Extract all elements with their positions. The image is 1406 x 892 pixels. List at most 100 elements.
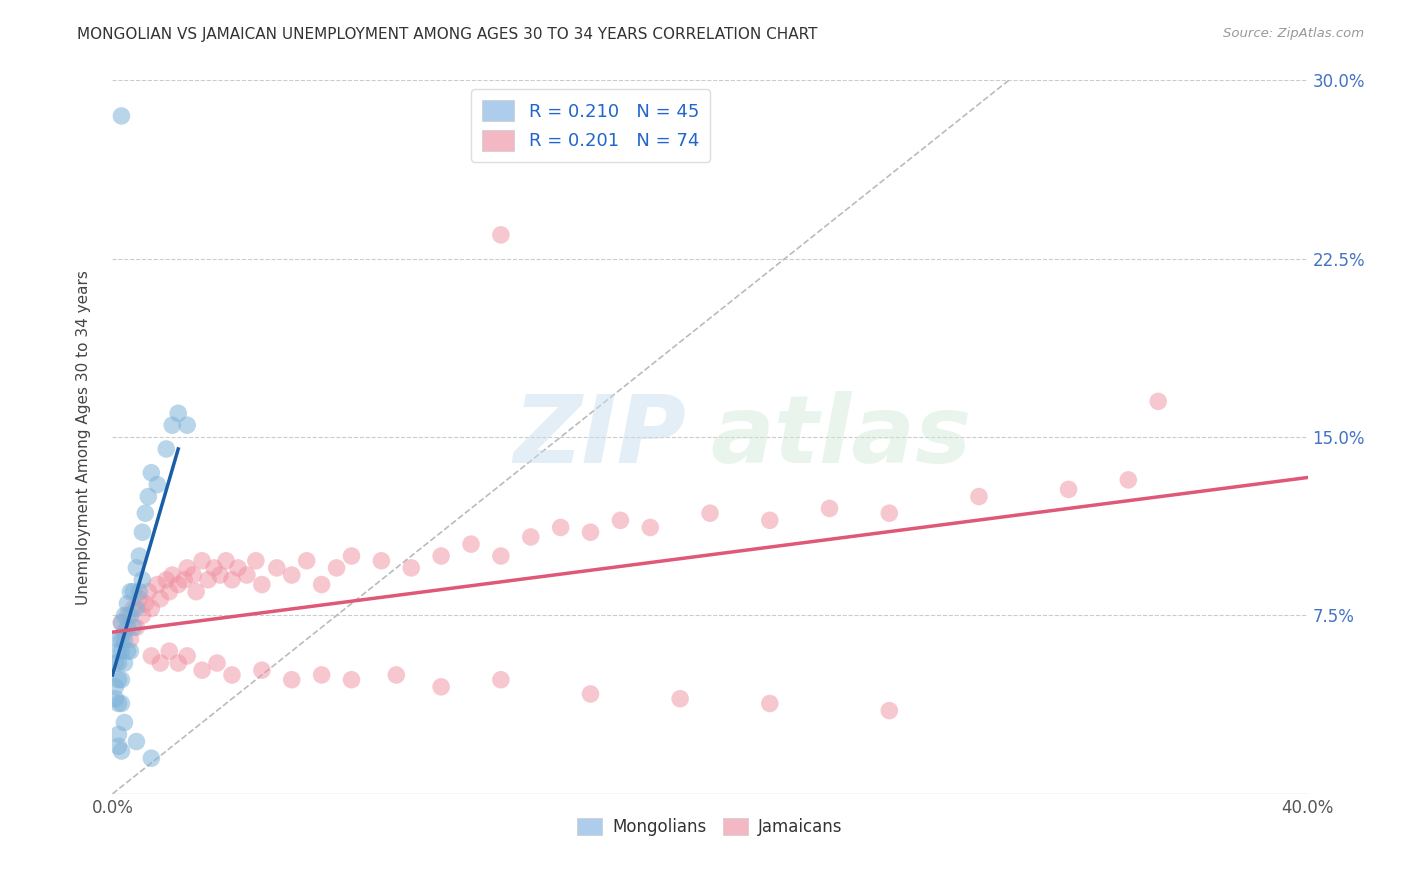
Point <box>114 632 135 647</box>
Point <box>117 608 139 623</box>
Point <box>489 673 512 687</box>
Point <box>155 442 177 456</box>
Point <box>215 554 238 568</box>
Point <box>107 673 129 687</box>
Point <box>107 727 129 741</box>
Point <box>340 549 363 563</box>
Point <box>202 561 225 575</box>
Point <box>460 537 482 551</box>
Point <box>141 466 163 480</box>
Point <box>110 615 132 630</box>
Point <box>141 601 163 615</box>
Point <box>176 418 198 433</box>
Point <box>141 751 163 765</box>
Point <box>181 568 204 582</box>
Point <box>107 644 129 658</box>
Point <box>104 656 127 670</box>
Point <box>114 715 135 730</box>
Point <box>579 525 602 540</box>
Point <box>107 697 129 711</box>
Point <box>176 561 198 575</box>
Point <box>209 568 232 582</box>
Point <box>131 573 153 587</box>
Point <box>879 704 901 718</box>
Point <box>167 656 190 670</box>
Point <box>245 554 267 568</box>
Point <box>138 490 160 504</box>
Point <box>669 691 692 706</box>
Point <box>110 697 132 711</box>
Point <box>122 620 145 634</box>
Point <box>122 584 145 599</box>
Point <box>122 601 145 615</box>
Point <box>340 673 363 687</box>
Point <box>759 513 782 527</box>
Point <box>186 584 208 599</box>
Point <box>699 506 721 520</box>
Point <box>149 591 172 606</box>
Point <box>120 644 142 658</box>
Point <box>107 632 129 647</box>
Point <box>311 577 333 591</box>
Point <box>489 227 512 242</box>
Point <box>167 577 190 591</box>
Point <box>162 418 183 433</box>
Point <box>162 568 183 582</box>
Point <box>138 584 160 599</box>
Point <box>114 625 135 640</box>
Point <box>236 568 259 582</box>
Point <box>104 691 127 706</box>
Point <box>176 648 198 663</box>
Point <box>191 663 214 677</box>
Point <box>167 406 190 420</box>
Point <box>120 608 142 623</box>
Point <box>1057 483 1080 497</box>
Point <box>125 601 148 615</box>
Point <box>266 561 288 575</box>
Point <box>114 608 135 623</box>
Point <box>125 561 148 575</box>
Point <box>250 577 273 591</box>
Point <box>295 554 318 568</box>
Point <box>191 554 214 568</box>
Point <box>640 520 662 534</box>
Point <box>157 644 180 658</box>
Point <box>114 656 135 670</box>
Point <box>759 697 782 711</box>
Point <box>226 561 249 575</box>
Point <box>134 506 156 520</box>
Point <box>520 530 543 544</box>
Point <box>385 668 408 682</box>
Point <box>128 591 150 606</box>
Point <box>117 644 139 658</box>
Point <box>134 597 156 611</box>
Point <box>173 573 195 587</box>
Point <box>149 656 172 670</box>
Legend: Mongolians, Jamaicans: Mongolians, Jamaicans <box>571 811 849 843</box>
Point <box>146 477 169 491</box>
Point <box>155 573 177 587</box>
Point <box>609 513 631 527</box>
Point <box>131 608 153 623</box>
Y-axis label: Unemployment Among Ages 30 to 34 years: Unemployment Among Ages 30 to 34 years <box>76 269 91 605</box>
Point <box>128 584 150 599</box>
Point <box>281 673 304 687</box>
Point <box>120 584 142 599</box>
Point <box>107 739 129 754</box>
Point <box>879 506 901 520</box>
Text: Source: ZipAtlas.com: Source: ZipAtlas.com <box>1223 27 1364 40</box>
Point <box>430 549 453 563</box>
Text: atlas: atlas <box>710 391 972 483</box>
Point <box>128 549 150 563</box>
Point <box>967 490 990 504</box>
Point <box>221 668 243 682</box>
Point <box>120 632 142 647</box>
Point <box>281 568 304 582</box>
Point <box>401 561 423 575</box>
Point <box>117 620 139 634</box>
Point <box>1118 473 1140 487</box>
Point <box>110 744 132 758</box>
Point <box>110 109 132 123</box>
Point <box>110 632 132 647</box>
Point <box>157 584 180 599</box>
